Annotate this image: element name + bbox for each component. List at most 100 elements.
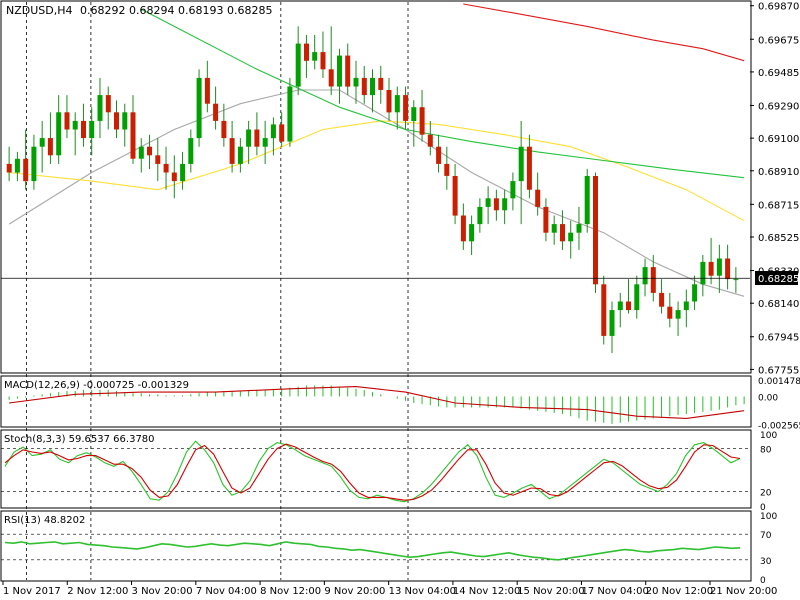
macd-axis-ticks: 0.001478 0.00 -0.002565 bbox=[758, 377, 800, 431]
candle-body bbox=[130, 112, 136, 159]
rsi-header: RSI(13) 48.8202 bbox=[4, 515, 85, 526]
candle-body bbox=[642, 267, 648, 285]
candle bbox=[204, 60, 210, 113]
candle-body bbox=[320, 52, 326, 70]
candle-body bbox=[708, 261, 714, 276]
price-panel-frame bbox=[0, 0, 752, 374]
candle bbox=[14, 151, 20, 182]
macd-panel-frame bbox=[0, 375, 752, 428]
candle-body bbox=[659, 292, 665, 307]
rsi-tick-label: 100 bbox=[760, 512, 777, 522]
candle bbox=[683, 289, 689, 328]
candle-body bbox=[279, 124, 285, 142]
candle bbox=[64, 95, 70, 139]
stoch-header: Stoch(8,3,3) 59.6537 66.3780 bbox=[4, 434, 155, 445]
candle-body bbox=[386, 90, 392, 113]
candle-body bbox=[378, 77, 384, 90]
candle bbox=[56, 95, 62, 164]
candle bbox=[213, 86, 219, 130]
candle bbox=[361, 65, 367, 104]
candle-body bbox=[23, 158, 29, 182]
candle-body bbox=[270, 124, 276, 139]
candle bbox=[601, 275, 607, 345]
candle bbox=[337, 48, 342, 104]
candle bbox=[97, 77, 103, 139]
candle bbox=[535, 172, 541, 216]
price-tick-label: 0.69290 bbox=[758, 101, 799, 112]
candle bbox=[304, 34, 309, 78]
macd-signal-line bbox=[9, 386, 745, 419]
candle bbox=[39, 120, 45, 173]
candle bbox=[716, 244, 722, 293]
candle-body bbox=[733, 279, 739, 281]
candle-body bbox=[204, 77, 210, 104]
candle bbox=[81, 103, 86, 147]
candle bbox=[642, 258, 648, 297]
candle bbox=[551, 215, 557, 245]
candle-body bbox=[634, 284, 640, 311]
candle-body bbox=[97, 95, 103, 121]
candle-body bbox=[460, 215, 466, 242]
candle-body bbox=[345, 55, 351, 87]
price-tick-label: 0.67755 bbox=[758, 365, 799, 376]
price-header: NZDUSD,H4 0.68292 0.68294 0.68193 0.6828… bbox=[6, 4, 272, 17]
candle-body bbox=[6, 163, 12, 173]
candle bbox=[279, 112, 285, 147]
candle bbox=[634, 275, 640, 319]
candle bbox=[130, 95, 136, 164]
candle bbox=[320, 31, 326, 78]
candle bbox=[345, 43, 351, 96]
candle bbox=[171, 155, 177, 199]
candle bbox=[295, 26, 301, 96]
price-tick-label: 0.68525 bbox=[758, 233, 799, 244]
candle-body bbox=[370, 77, 375, 96]
candle-body bbox=[196, 77, 202, 139]
current-price-tag: 0.68285 bbox=[755, 271, 799, 285]
candle-body bbox=[171, 172, 177, 182]
candle-body bbox=[427, 134, 433, 147]
candle bbox=[221, 103, 227, 147]
candle bbox=[270, 117, 276, 156]
candle bbox=[427, 120, 433, 156]
candle-body bbox=[593, 176, 598, 285]
candle-body bbox=[518, 146, 524, 182]
candle bbox=[6, 146, 12, 182]
candle bbox=[229, 120, 235, 173]
rsi-tick-label: 70 bbox=[760, 531, 772, 541]
candle bbox=[147, 134, 152, 170]
candle-body bbox=[411, 107, 417, 121]
price-tick-label: 0.67945 bbox=[758, 333, 799, 344]
candle bbox=[593, 172, 598, 293]
candle bbox=[105, 86, 111, 130]
moving-average-line-2 bbox=[9, 120, 745, 222]
candle-body bbox=[576, 224, 582, 233]
candle-body bbox=[609, 310, 615, 336]
candle bbox=[47, 112, 53, 164]
stoch-tick-label: 80 bbox=[760, 445, 772, 455]
candle-body bbox=[64, 112, 70, 130]
symbol-label: NZDUSD,H4 bbox=[6, 4, 73, 17]
candle-body bbox=[485, 198, 491, 207]
candle bbox=[733, 267, 739, 293]
candle bbox=[576, 206, 582, 250]
time-tick-label: 7 Nov 04:00 bbox=[196, 586, 257, 597]
candle-body bbox=[403, 95, 409, 121]
candle-body bbox=[493, 198, 499, 211]
candle bbox=[31, 134, 37, 190]
candle-body bbox=[213, 103, 219, 121]
macd-tick-label: 0.001478 bbox=[758, 377, 800, 387]
candle bbox=[411, 100, 417, 147]
candle-body bbox=[147, 146, 152, 156]
candle-body bbox=[246, 129, 252, 147]
candle bbox=[246, 120, 252, 164]
candle bbox=[89, 107, 95, 156]
price-tick-label: 0.69870 bbox=[758, 2, 799, 13]
candle bbox=[312, 34, 318, 70]
candle-body bbox=[692, 284, 698, 302]
candle-body bbox=[725, 258, 731, 280]
candle bbox=[163, 146, 169, 190]
candle bbox=[675, 301, 681, 336]
candle-body bbox=[47, 138, 53, 156]
candle-body bbox=[601, 284, 607, 336]
